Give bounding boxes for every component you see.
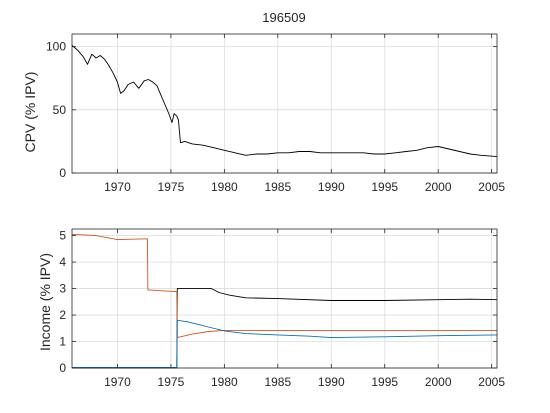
top-series-line-1: [71, 45, 498, 158]
top-ytick-label: 0: [59, 166, 66, 180]
chart-title: 196509: [262, 10, 305, 25]
bottom-ytick-label: 5: [59, 229, 66, 243]
bottom-ytick-label: 4: [59, 255, 66, 269]
bottom-series-line-1: [72, 288, 498, 369]
bottom-ylabel: Income (% IPV): [37, 253, 53, 351]
top-xtick-label: 1985: [264, 180, 291, 194]
top-xtick-label: 1975: [158, 180, 185, 194]
top-xtick-label: 2000: [425, 180, 452, 194]
bottom-xtick-label: 1985: [264, 375, 291, 389]
bottom-xtick-label: 1970: [104, 375, 131, 389]
top-xtick-label: 1990: [318, 180, 345, 194]
top-xtick-label: 1995: [371, 180, 398, 194]
bottom-xtick-label: 2000: [425, 375, 452, 389]
bottom-xtick-label: 1980: [211, 375, 238, 389]
top-axes-frame: [71, 33, 498, 174]
top-plot-area: [72, 34, 497, 173]
bottom-series-line-3: [72, 319, 498, 368]
bottom-series-line-2: [71, 233, 497, 339]
bottom-ytick-label: 2: [59, 308, 66, 322]
bottom-ytick-label: 0: [59, 361, 66, 375]
bottom-plot: 1970 1975 1980 1985 1990 1995 2000 2005 0 1 2 3 4 5: [59, 228, 505, 389]
bottom-axes-frame: [71, 228, 498, 369]
bottom-ytick-label: 3: [59, 282, 66, 296]
bottom-xtick-label: 1990: [318, 375, 345, 389]
top-ytick-label: 50: [53, 103, 67, 117]
top-plot: 1970 1975 1980 1985 1990 1995 2000 2005 0 50 100: [46, 33, 505, 194]
bottom-xtick-label: 2005: [478, 375, 505, 389]
top-xtick-label: 1970: [104, 180, 131, 194]
bottom-xtick-label: 1975: [158, 375, 185, 389]
top-ytick-label: 100: [46, 40, 66, 54]
top-xtick-label: 1980: [211, 180, 238, 194]
top-xtick-label: 2005: [478, 180, 505, 194]
bottom-ytick-label: 1: [59, 335, 66, 349]
bottom-xtick-label: 1995: [371, 375, 398, 389]
top-ylabel: CPV (% IPV): [22, 72, 38, 153]
